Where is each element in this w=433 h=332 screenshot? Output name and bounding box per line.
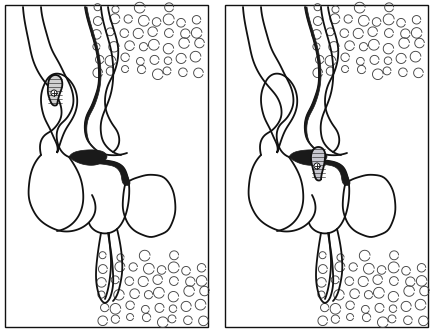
Polygon shape	[261, 74, 297, 153]
Polygon shape	[305, 7, 321, 149]
Polygon shape	[85, 7, 101, 149]
Ellipse shape	[51, 90, 57, 96]
Polygon shape	[95, 160, 130, 185]
Polygon shape	[315, 160, 350, 185]
Polygon shape	[48, 75, 62, 106]
Polygon shape	[41, 74, 77, 153]
Polygon shape	[69, 150, 107, 165]
Polygon shape	[289, 150, 327, 165]
Bar	[5, 5, 208, 327]
Bar	[225, 5, 428, 327]
Polygon shape	[311, 147, 325, 181]
Ellipse shape	[314, 163, 320, 169]
